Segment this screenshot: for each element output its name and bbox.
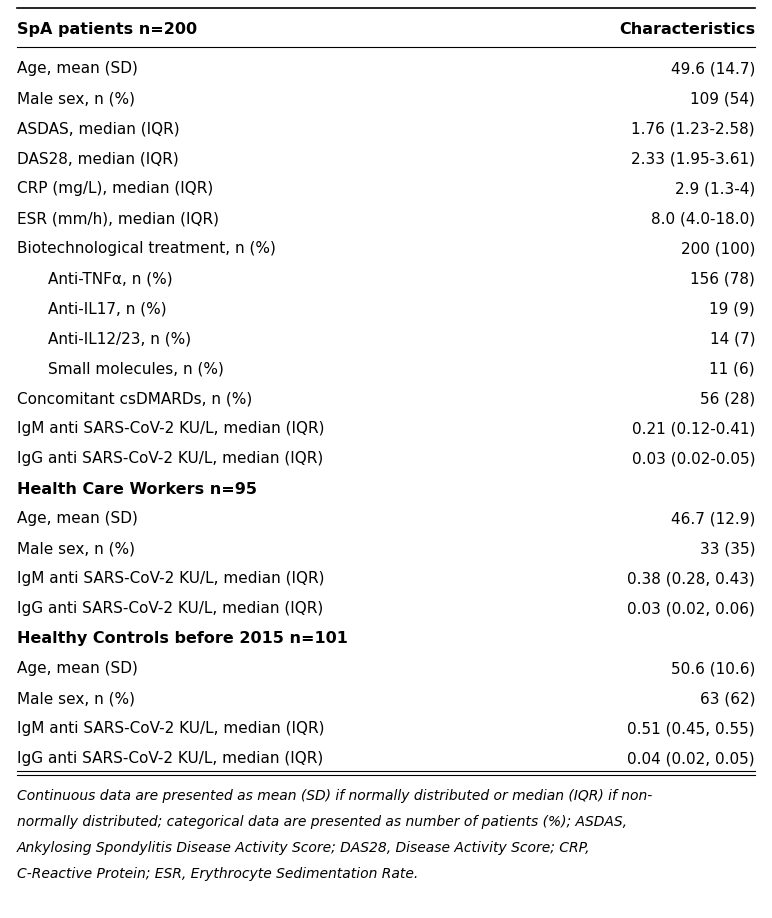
Text: IgM anti SARS-CoV-2 KU/L, median (IQR): IgM anti SARS-CoV-2 KU/L, median (IQR) <box>17 722 324 736</box>
Text: IgG anti SARS-CoV-2 KU/L, median (IQR): IgG anti SARS-CoV-2 KU/L, median (IQR) <box>17 752 323 767</box>
Text: 156 (78): 156 (78) <box>690 272 755 286</box>
Text: Small molecules, n (%): Small molecules, n (%) <box>48 362 224 376</box>
Text: Male sex, n (%): Male sex, n (%) <box>17 92 135 106</box>
Text: Male sex, n (%): Male sex, n (%) <box>17 691 135 707</box>
Text: Anti-TNFα, n (%): Anti-TNFα, n (%) <box>48 272 172 286</box>
Text: Anti-IL12/23, n (%): Anti-IL12/23, n (%) <box>48 331 191 346</box>
Text: 33 (35): 33 (35) <box>699 542 755 556</box>
Text: 1.76 (1.23-2.58): 1.76 (1.23-2.58) <box>631 121 755 137</box>
Text: 0.03 (0.02, 0.06): 0.03 (0.02, 0.06) <box>627 601 755 617</box>
Text: IgG anti SARS-CoV-2 KU/L, median (IQR): IgG anti SARS-CoV-2 KU/L, median (IQR) <box>17 601 323 617</box>
Text: ESR (mm/h), median (IQR): ESR (mm/h), median (IQR) <box>17 211 219 227</box>
Text: Ankylosing Spondylitis Disease Activity Score; DAS28, Disease Activity Score; CR: Ankylosing Spondylitis Disease Activity … <box>17 841 591 855</box>
Text: DAS28, median (IQR): DAS28, median (IQR) <box>17 151 179 166</box>
Text: Age, mean (SD): Age, mean (SD) <box>17 662 138 677</box>
Text: 11 (6): 11 (6) <box>709 362 755 376</box>
Text: 8.0 (4.0-18.0): 8.0 (4.0-18.0) <box>651 211 755 227</box>
Text: IgG anti SARS-CoV-2 KU/L, median (IQR): IgG anti SARS-CoV-2 KU/L, median (IQR) <box>17 452 323 466</box>
Text: SpA patients n=200: SpA patients n=200 <box>17 22 197 38</box>
Text: 0.51 (0.45, 0.55): 0.51 (0.45, 0.55) <box>628 722 755 736</box>
Text: 14 (7): 14 (7) <box>709 331 755 346</box>
Text: 2.9 (1.3-4): 2.9 (1.3-4) <box>675 182 755 196</box>
Text: 46.7 (12.9): 46.7 (12.9) <box>671 511 755 527</box>
Text: 56 (28): 56 (28) <box>699 391 755 407</box>
Text: normally distributed; categorical data are presented as number of patients (%); : normally distributed; categorical data a… <box>17 815 627 829</box>
Text: IgM anti SARS-CoV-2 KU/L, median (IQR): IgM anti SARS-CoV-2 KU/L, median (IQR) <box>17 421 324 436</box>
Text: C-Reactive Protein; ESR, Erythrocyte Sedimentation Rate.: C-Reactive Protein; ESR, Erythrocyte Sed… <box>17 867 418 881</box>
Text: 19 (9): 19 (9) <box>709 301 755 317</box>
Text: 0.21 (0.12-0.41): 0.21 (0.12-0.41) <box>631 421 755 436</box>
Text: Age, mean (SD): Age, mean (SD) <box>17 62 138 76</box>
Text: Anti-IL17, n (%): Anti-IL17, n (%) <box>48 301 167 317</box>
Text: Health Care Workers n=95: Health Care Workers n=95 <box>17 482 257 497</box>
Text: Male sex, n (%): Male sex, n (%) <box>17 542 135 556</box>
Text: ASDAS, median (IQR): ASDAS, median (IQR) <box>17 121 180 137</box>
Text: 2.33 (1.95-3.61): 2.33 (1.95-3.61) <box>631 151 755 166</box>
Text: Healthy Controls before 2015 n=101: Healthy Controls before 2015 n=101 <box>17 632 348 646</box>
Text: IgM anti SARS-CoV-2 KU/L, median (IQR): IgM anti SARS-CoV-2 KU/L, median (IQR) <box>17 572 324 587</box>
Text: Biotechnological treatment, n (%): Biotechnological treatment, n (%) <box>17 241 276 256</box>
Text: CRP (mg/L), median (IQR): CRP (mg/L), median (IQR) <box>17 182 213 196</box>
Text: Concomitant csDMARDs, n (%): Concomitant csDMARDs, n (%) <box>17 391 252 407</box>
Text: 0.38 (0.28, 0.43): 0.38 (0.28, 0.43) <box>627 572 755 587</box>
Text: 50.6 (10.6): 50.6 (10.6) <box>671 662 755 677</box>
Text: 49.6 (14.7): 49.6 (14.7) <box>671 62 755 76</box>
Text: 200 (100): 200 (100) <box>681 241 755 256</box>
Text: Characteristics: Characteristics <box>619 22 755 38</box>
Text: 63 (62): 63 (62) <box>699 691 755 707</box>
Text: 0.03 (0.02-0.05): 0.03 (0.02-0.05) <box>631 452 755 466</box>
Text: 109 (54): 109 (54) <box>690 92 755 106</box>
Text: Age, mean (SD): Age, mean (SD) <box>17 511 138 527</box>
Text: Continuous data are presented as mean (SD) if normally distributed or median (IQ: Continuous data are presented as mean (S… <box>17 789 652 803</box>
Text: 0.04 (0.02, 0.05): 0.04 (0.02, 0.05) <box>628 752 755 767</box>
